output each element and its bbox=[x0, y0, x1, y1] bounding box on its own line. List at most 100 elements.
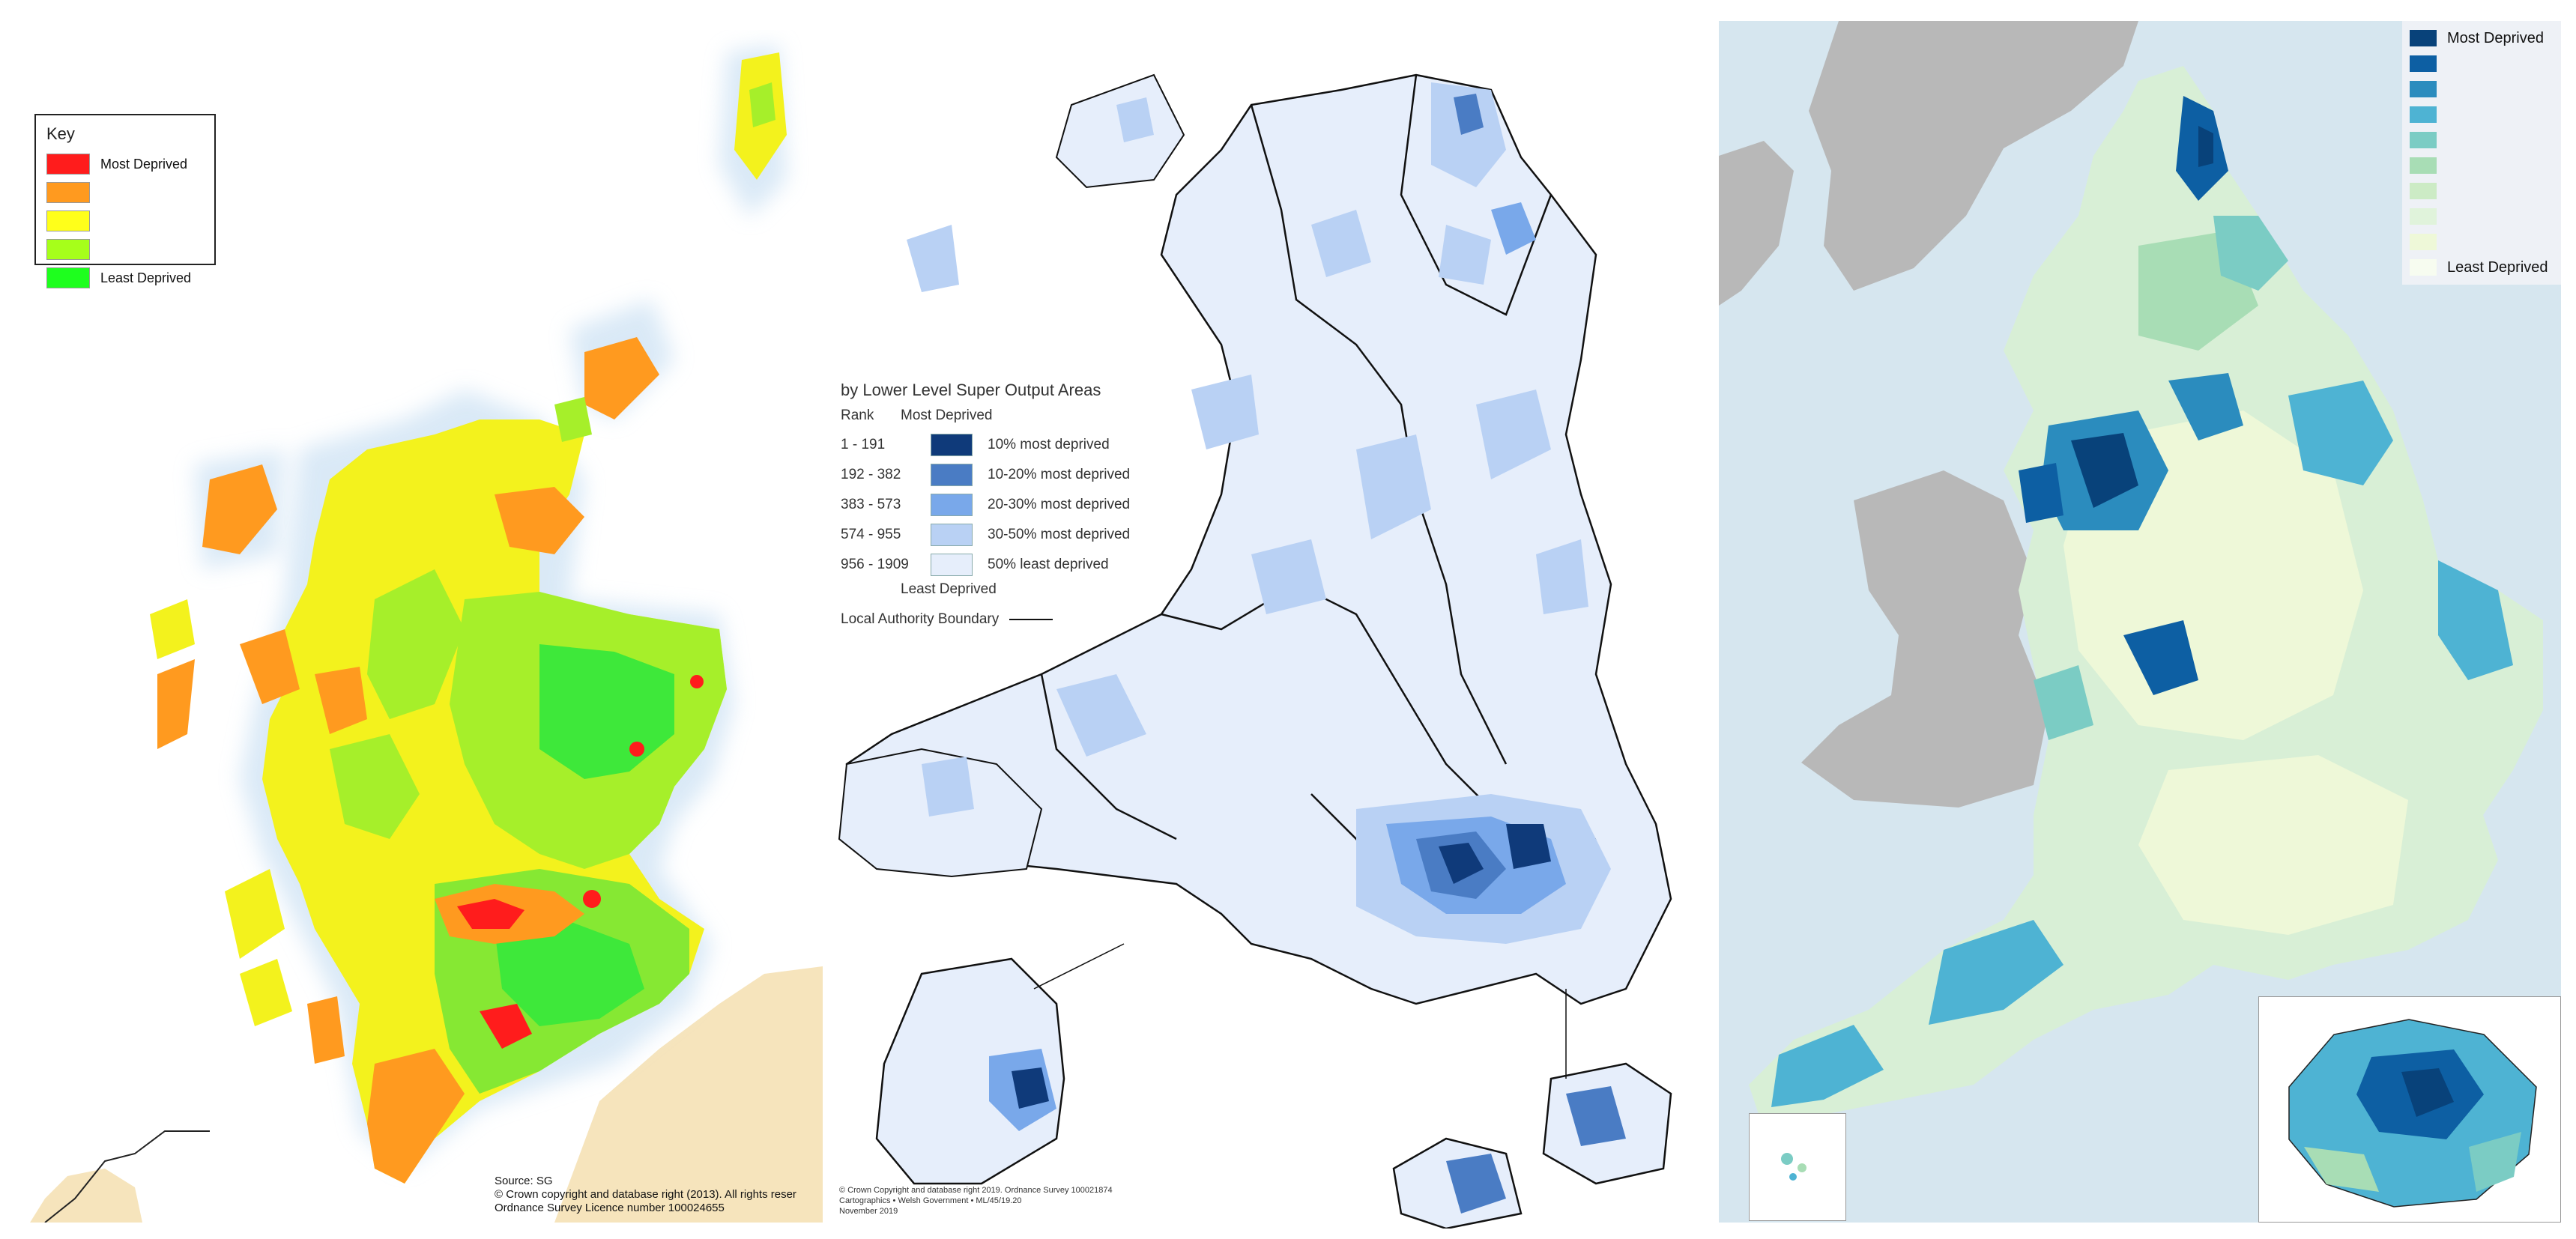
legend-swatch bbox=[2410, 132, 2437, 148]
least-deprived-footer: Least Deprived bbox=[901, 581, 997, 597]
lsoa-area bbox=[922, 757, 974, 817]
manchester-most bbox=[2071, 433, 2138, 508]
england-map-panel: Most Deprived Least Deprived bbox=[1719, 21, 2561, 1223]
london-inset bbox=[2258, 996, 2561, 1223]
scotland-map-panel: Key Most Deprived Least Deprived Source:… bbox=[15, 30, 823, 1223]
edinburgh-red bbox=[583, 890, 601, 908]
north-orange bbox=[495, 487, 584, 554]
islay-yellow bbox=[240, 959, 292, 1026]
legend-row: 383 - 573 20-30% most deprived bbox=[841, 490, 1170, 520]
glasgow-red bbox=[457, 899, 524, 929]
class-label: 10-20% most deprived bbox=[988, 467, 1131, 482]
england-land bbox=[554, 966, 823, 1223]
southwest-red bbox=[480, 1004, 532, 1049]
wales-mainland bbox=[845, 73, 1672, 1005]
legend-row bbox=[2410, 178, 2554, 204]
uist-orange bbox=[157, 659, 195, 749]
la-boundary bbox=[1040, 673, 1177, 840]
key-label: Least Deprived bbox=[100, 270, 192, 285]
west-orange bbox=[315, 667, 367, 734]
valleys-most bbox=[1439, 843, 1484, 884]
cornwall-tip bbox=[1771, 1025, 1884, 1107]
tyneside-most bbox=[2198, 126, 2213, 167]
la-boundary bbox=[1400, 74, 1552, 316]
class-label: 20-30% most deprived bbox=[988, 497, 1131, 512]
flintshire-area bbox=[1431, 82, 1506, 187]
lsoa-area bbox=[1311, 210, 1371, 277]
england-legend: Most Deprived Least Deprived bbox=[2402, 21, 2561, 285]
teesside-deprived bbox=[2213, 216, 2288, 291]
credit-line: November 2019 bbox=[839, 1207, 898, 1216]
class-label: 10% most deprived bbox=[988, 437, 1110, 452]
legend-swatch bbox=[2410, 208, 2437, 225]
rank-label: 574 - 955 bbox=[841, 527, 901, 542]
orkney-green bbox=[554, 397, 592, 442]
lsoa-area bbox=[1476, 390, 1551, 479]
wales-map-panel: by Lower Level Super Output Areas Rank M… bbox=[832, 15, 1710, 1229]
la-boundary bbox=[1161, 583, 1492, 810]
legend-row bbox=[2410, 76, 2554, 102]
key-row bbox=[46, 235, 204, 264]
lsoa-area bbox=[1536, 539, 1588, 614]
scilly-inset bbox=[1749, 1113, 1846, 1221]
legend-row: 956 - 1909 50% least deprived bbox=[841, 550, 1170, 580]
wales-map bbox=[838, 73, 1672, 1229]
most-deprived-header: Most Deprived bbox=[901, 408, 993, 423]
boundary-line-sample bbox=[1009, 619, 1053, 620]
source-line: Source: SG bbox=[495, 1175, 553, 1187]
lsoa-area bbox=[1056, 674, 1146, 757]
swatch-3 bbox=[46, 210, 90, 231]
rhyl-area bbox=[1454, 94, 1484, 135]
legend-swatch bbox=[931, 554, 973, 576]
mull-yellow bbox=[225, 869, 285, 959]
shetland-green bbox=[749, 82, 775, 127]
legend-row bbox=[2410, 102, 2554, 127]
legend-row: 574 - 955 30-50% most deprived bbox=[841, 520, 1170, 550]
legend-swatch bbox=[2410, 30, 2437, 46]
west-zone bbox=[2034, 665, 2093, 740]
aberdeen-red bbox=[690, 675, 704, 688]
credit-line: © Crown Copyright and database right 201… bbox=[839, 1186, 1113, 1195]
legend-label: Least Deprived bbox=[2447, 258, 2548, 276]
la-boundary bbox=[1250, 104, 1508, 765]
lsoa-area bbox=[1191, 375, 1259, 449]
england-border bbox=[44, 1130, 210, 1223]
liverpool-deprived bbox=[2019, 463, 2063, 523]
legend-swatch bbox=[2410, 55, 2437, 72]
legend-label: Most Deprived bbox=[2447, 29, 2544, 46]
southwest-orange bbox=[367, 1049, 465, 1184]
leeds-deprived bbox=[2168, 373, 2243, 440]
hull-deprived bbox=[2288, 381, 2393, 485]
rank-label: 383 - 573 bbox=[841, 497, 901, 512]
valleys-most bbox=[1506, 824, 1551, 869]
scilly-map bbox=[1781, 1153, 1806, 1181]
isle bbox=[1789, 1173, 1797, 1181]
key-row: Most Deprived bbox=[46, 150, 204, 178]
key-row: Least Deprived bbox=[46, 264, 204, 292]
rank-label: 956 - 1909 bbox=[841, 557, 909, 572]
legend-swatch bbox=[931, 434, 973, 456]
isle bbox=[1781, 1153, 1793, 1165]
rank-header: Rank bbox=[841, 408, 874, 423]
credit-line: Cartographics • Welsh Government • ML/45… bbox=[839, 1196, 1022, 1205]
lewis-orange bbox=[202, 464, 277, 554]
legend-swatch bbox=[2410, 157, 2437, 174]
scotland-map bbox=[30, 45, 823, 1223]
legend-row: Most Deprived bbox=[2410, 25, 2554, 51]
scotland-grey bbox=[1809, 21, 2138, 291]
swatch-4 bbox=[46, 239, 90, 260]
wrexham-area bbox=[1491, 202, 1536, 255]
wales-legend: by Lower Level Super Output Areas Rank M… bbox=[841, 381, 1170, 628]
legend-swatch bbox=[2410, 106, 2437, 123]
borders-least-zone bbox=[495, 921, 644, 1026]
scotland-key: Key Most Deprived Least Deprived bbox=[34, 114, 216, 288]
isle bbox=[1798, 1163, 1806, 1172]
highland-zone-a bbox=[367, 569, 465, 719]
ireland-grey bbox=[1719, 141, 1794, 306]
legend-row: 192 - 382 10-20% most deprived bbox=[841, 460, 1170, 490]
lsoa-area bbox=[1356, 434, 1431, 539]
anglesey-area bbox=[1116, 97, 1154, 142]
scotland-source: Source: SG © Crown copyright and databas… bbox=[495, 1175, 796, 1215]
wales-credit: © Crown Copyright and database right 201… bbox=[839, 1185, 1113, 1217]
lsoa-area bbox=[907, 225, 959, 292]
